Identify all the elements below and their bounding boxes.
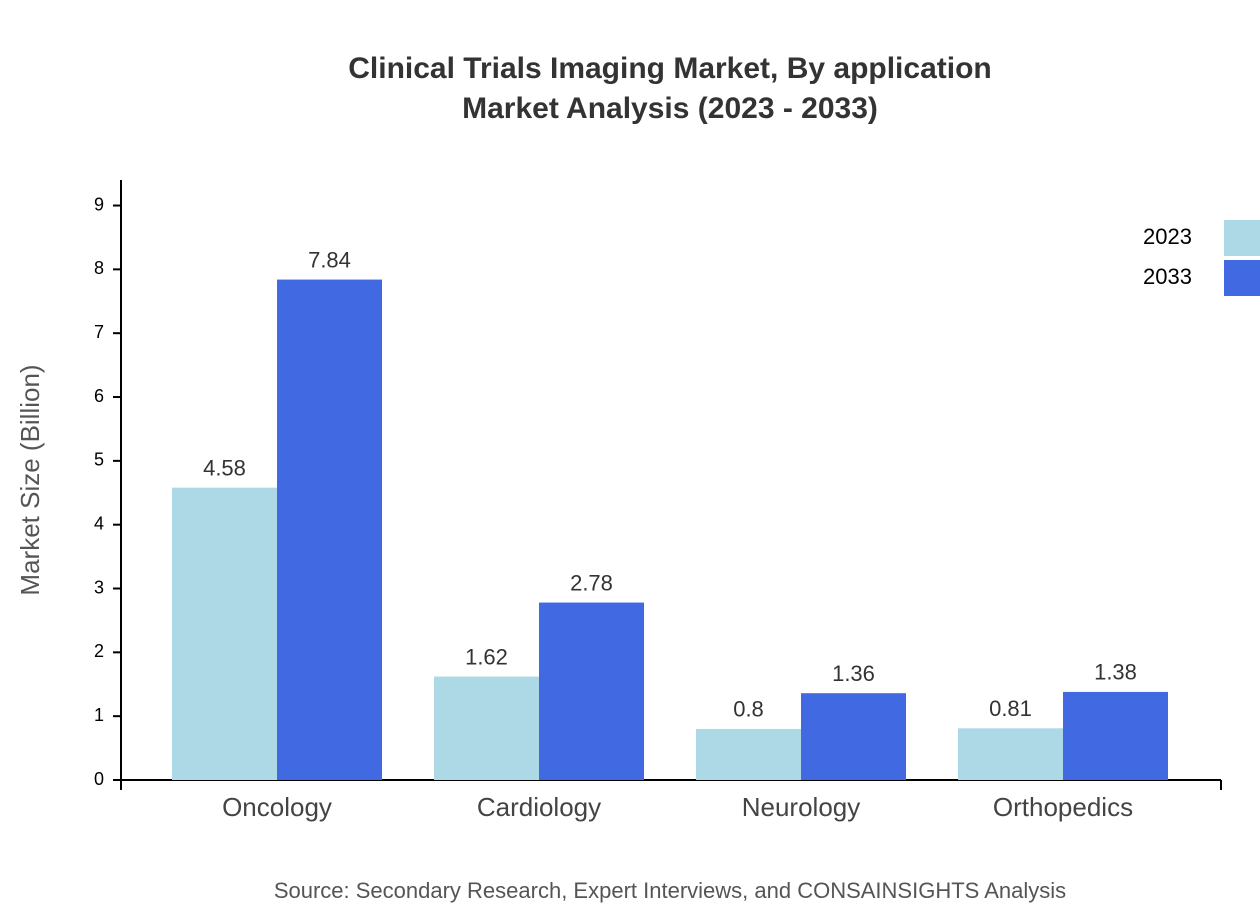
y-tick-label: 8 <box>94 258 104 278</box>
bar <box>434 676 539 780</box>
x-tick-label: Cardiology <box>477 792 601 822</box>
y-tick-label: 0 <box>94 769 104 789</box>
value-label: 0.8 <box>733 697 764 722</box>
y-tick-label: 1 <box>94 705 104 725</box>
x-tick-label: Orthopedics <box>993 792 1133 822</box>
legend-swatch <box>1224 260 1260 296</box>
bar <box>277 279 382 780</box>
y-tick-label: 2 <box>94 641 104 661</box>
value-label: 1.36 <box>832 661 875 686</box>
value-label: 1.62 <box>465 644 508 669</box>
chart-subtitle: Market Analysis (2023 - 2033) <box>462 92 878 125</box>
value-label: 1.38 <box>1094 660 1137 685</box>
y-tick-label: 6 <box>94 386 104 406</box>
bar <box>958 728 1063 780</box>
y-tick-label: 7 <box>94 322 104 342</box>
y-tick-label: 9 <box>94 194 104 214</box>
bar <box>696 728 801 780</box>
y-tick-label: 5 <box>94 450 104 470</box>
y-axis-label: Market Size (Billion) <box>15 364 45 595</box>
legend-label: 2033 <box>1143 264 1192 289</box>
bar <box>801 693 906 780</box>
chart-title: Clinical Trials Imaging Market, By appli… <box>348 52 992 85</box>
y-tick-label: 4 <box>94 513 104 533</box>
y-tick-label: 3 <box>94 577 104 597</box>
value-label: 4.58 <box>203 455 246 480</box>
bar <box>539 602 644 780</box>
legend-label: 2023 <box>1143 224 1192 249</box>
legend-swatch <box>1224 220 1260 256</box>
bar <box>1063 691 1168 780</box>
x-tick-label: Oncology <box>222 792 332 822</box>
bar <box>172 487 277 780</box>
value-label: 0.81 <box>989 696 1032 721</box>
value-label: 2.78 <box>570 570 613 595</box>
source-note: Source: Secondary Research, Expert Inter… <box>274 878 1066 903</box>
x-tick-label: Neurology <box>742 792 861 822</box>
value-label: 7.84 <box>308 247 351 272</box>
